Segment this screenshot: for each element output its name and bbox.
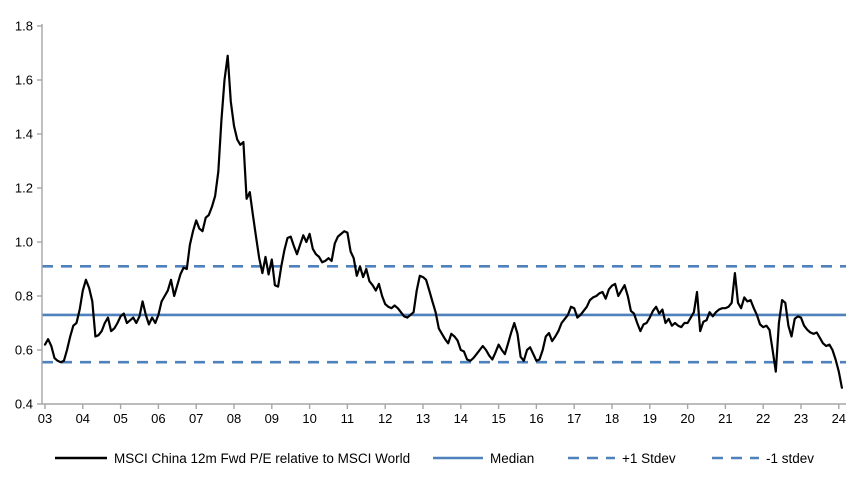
y-tick-label: 0.4 [15,397,33,412]
x-tick-label: 03 [38,411,52,426]
median-line-swatch-icon [433,456,483,460]
x-tick-label: 12 [378,411,392,426]
legend-item-series: MSCI China 12m Fwd P/E relative to MSCI … [55,447,410,469]
legend-label-minus1-stdev: -1 stdev [766,450,815,466]
plus1-stdev-dashed-swatch-icon [568,456,615,460]
y-tick-label: 0.6 [15,343,33,358]
axes [41,24,846,405]
x-tick-label: 19 [643,411,657,426]
series-line-msci-china-relative-pe [43,54,844,389]
x-tick-label: 07 [189,411,203,426]
legend: MSCI China 12m Fwd P/E relative to MSCI … [0,447,852,469]
x-tick-label: 23 [794,411,808,426]
x-tick-label: 11 [341,411,355,426]
legend-item-minus1-stdev: -1 stdev [712,447,814,469]
y-tick-label: 1.4 [15,127,33,142]
axis-tick-labels: 1.8 1.6 1.4 1.2 1.0 0.8 0.6 0.4 03 04 05 06 07 08 09 10… [15,19,846,427]
y-tick-label: 1.0 [15,235,33,250]
reference-lines [42,264,846,364]
x-tick-label: 22 [756,411,770,426]
y-tick-label: 0.8 [15,289,33,304]
x-tick-label: 04 [76,411,90,426]
x-tick-label: 21 [718,411,732,426]
x-tick-label: 24 [832,411,846,426]
x-tick-label: 17 [567,411,581,426]
y-tick-label: 1.6 [15,73,33,88]
x-tick-label: 09 [265,411,279,426]
x-tick-label: 08 [227,411,241,426]
legend-label-series: MSCI China 12m Fwd P/E relative to MSCI … [114,450,411,466]
x-tick-label: 05 [113,411,127,426]
x-tick-label: 15 [491,411,505,426]
x-tick-label: 16 [529,411,543,426]
legend-item-median: Median [433,447,534,469]
axis-ticks [37,25,840,409]
minus1-stdev-dashed-swatch-icon [712,456,759,460]
x-tick-label: 14 [454,411,468,426]
plot-area: 1.8 1.6 1.4 1.2 1.0 0.8 0.6 0.4 03 04 05 06 07 08 09 10… [15,19,846,427]
y-tick-label: 1.2 [15,181,33,196]
legend-label-median: Median [490,450,535,466]
legend-label-plus1-stdev: +1 Stdev [622,450,676,466]
x-tick-label: 18 [605,411,619,426]
x-tick-label: 06 [151,411,165,426]
legend-item-plus1-stdev: +1 Stdev [568,447,676,469]
series-line-swatch-icon [55,456,107,460]
y-tick-label: 1.8 [15,19,33,34]
x-tick-label: 20 [680,411,694,426]
x-tick-label: 13 [416,411,430,426]
x-tick-label: 10 [302,411,316,426]
